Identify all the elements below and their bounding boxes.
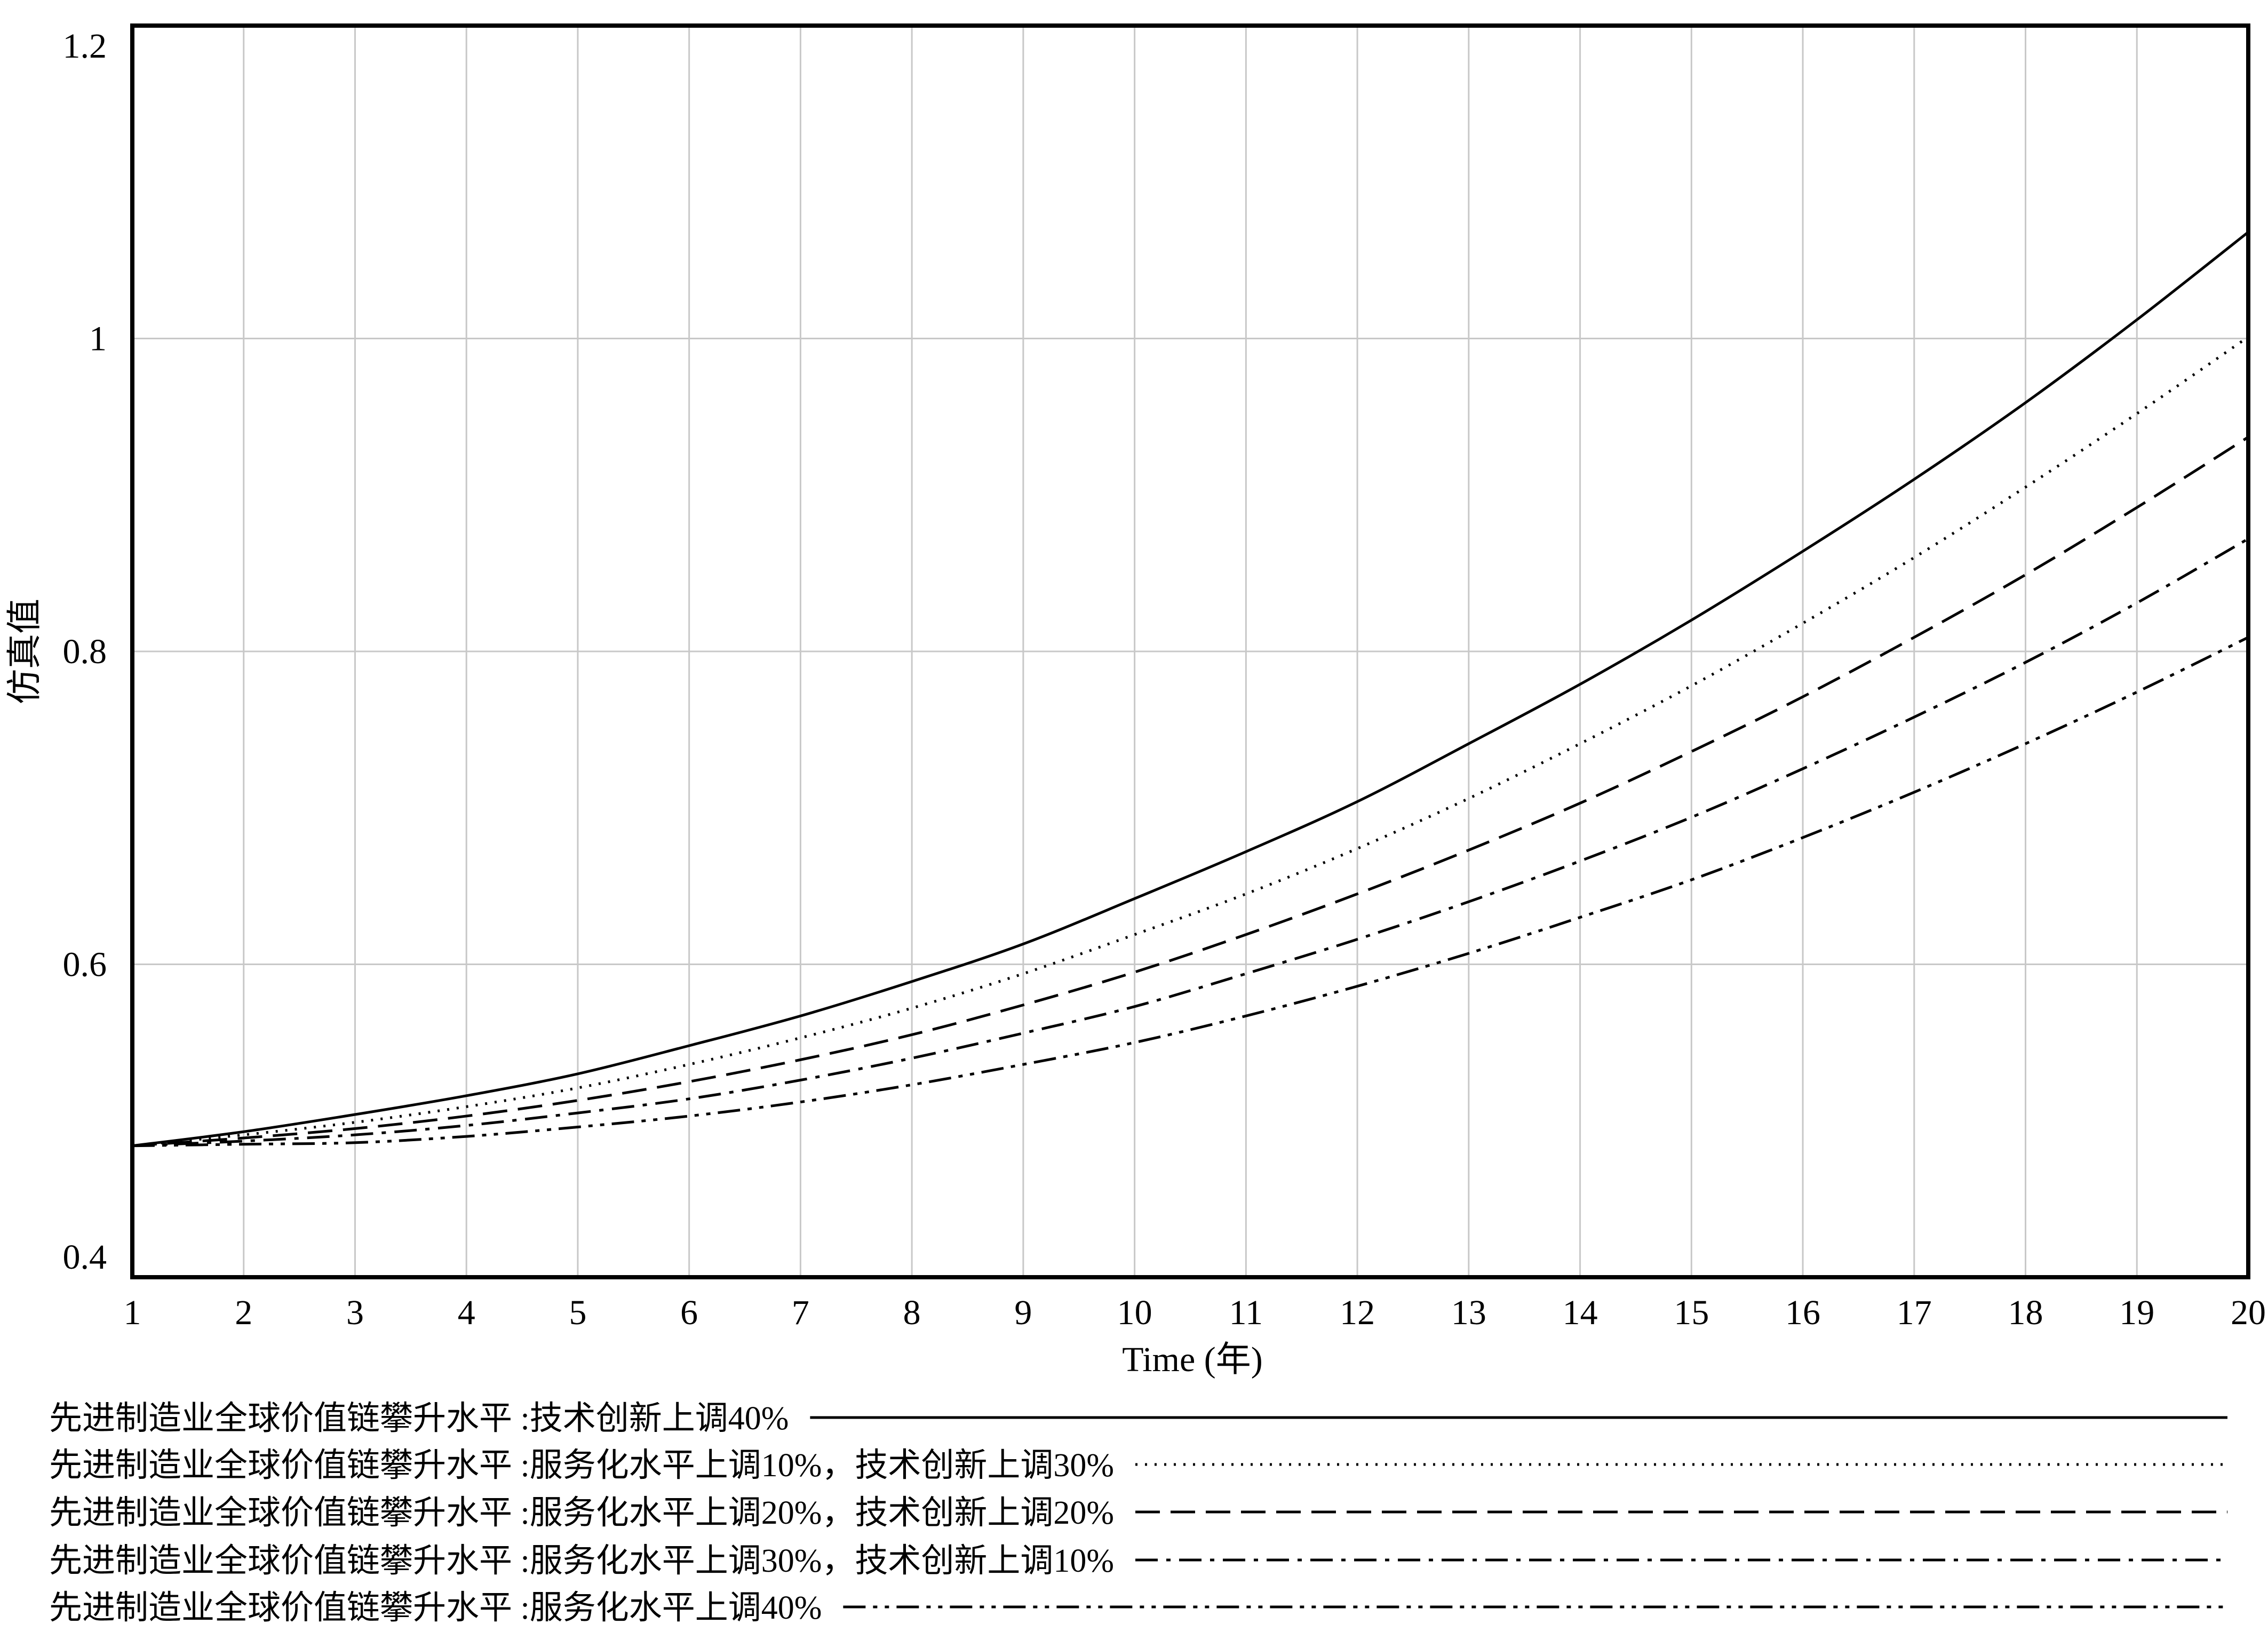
- x-tick-label: 16: [1785, 1293, 1820, 1332]
- x-tick-label: 14: [1563, 1293, 1598, 1332]
- x-tick-label: 5: [569, 1293, 586, 1332]
- y-tick-labels: 0.4 0.6 0.8 1 1.2: [63, 27, 107, 1277]
- series-line-2: [132, 336, 2249, 1148]
- legend-label-1: 先进制造业全球价值链攀升水平 :技术创新上调40%: [49, 1400, 789, 1437]
- y-tick-label: 0.4: [63, 1238, 107, 1277]
- grid-lines: [132, 26, 2248, 1277]
- series-line-1: [132, 231, 2249, 1148]
- x-tick-label: 2: [235, 1293, 252, 1332]
- x-tick-label: 12: [1340, 1293, 1375, 1332]
- x-tick-labels: 1 2 3 4 5 6 7 8 9 10 11 12 13 14 15 16 17 18 19 20: [124, 1293, 2266, 1332]
- x-tick-label: 3: [346, 1293, 364, 1332]
- series-line-5: [132, 636, 2249, 1148]
- y-tick-label: 1.2: [63, 27, 107, 66]
- x-tick-label: 4: [458, 1293, 475, 1332]
- x-tick-label: 7: [792, 1293, 809, 1332]
- y-tick-label: 0.8: [63, 632, 107, 671]
- y-axis-title: 仿真值: [5, 599, 44, 704]
- x-tick-label: 11: [1229, 1293, 1263, 1332]
- y-tick-label: 0.6: [63, 945, 107, 984]
- x-axis-title: Time (年): [1122, 1340, 1262, 1379]
- legend-label-3: 先进制造业全球价值链攀升水平 :服务化水平上调20%，技术创新上调20%: [49, 1495, 1114, 1531]
- x-tick-label: 1: [124, 1293, 141, 1332]
- series-line-4: [132, 537, 2249, 1148]
- x-tick-label: 6: [680, 1293, 698, 1332]
- legend-label-4: 先进制造业全球价值链攀升水平 :服务化水平上调30%，技术创新上调10%: [49, 1543, 1114, 1579]
- x-tick-label: 10: [1117, 1293, 1152, 1332]
- series-lines: [132, 231, 2249, 1148]
- x-tick-label: 8: [903, 1293, 921, 1332]
- x-tick-label: 18: [2008, 1293, 2043, 1332]
- x-tick-label: 13: [1451, 1293, 1486, 1332]
- x-tick-label: 20: [2231, 1293, 2266, 1332]
- legend-label-5: 先进制造业全球价值链攀升水平 :服务化水平上调40%: [49, 1590, 822, 1626]
- x-tick-label: 9: [1014, 1293, 1032, 1332]
- x-tick-label: 17: [1897, 1293, 1932, 1332]
- x-tick-label: 15: [1674, 1293, 1709, 1332]
- x-tick-label: 19: [2119, 1293, 2154, 1332]
- y-tick-label: 1: [89, 320, 107, 359]
- legend-label-2: 先进制造业全球价值链攀升水平 :服务化水平上调10%，技术创新上调30%: [49, 1447, 1114, 1484]
- plot-frame: [130, 23, 2250, 1279]
- legend: 先进制造业全球价值链攀升水平 :技术创新上调40% 先进制造业全球价值链攀升水平 …: [49, 1400, 2227, 1626]
- series-line-3: [132, 436, 2249, 1148]
